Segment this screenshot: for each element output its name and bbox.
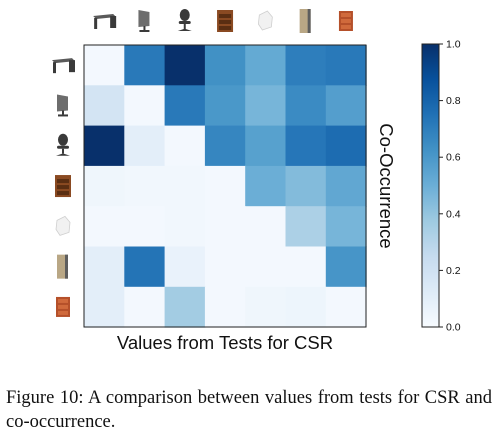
monitor-icon xyxy=(138,10,150,32)
row-icons xyxy=(52,58,75,317)
heatmap-cell-r6-c6 xyxy=(325,286,367,328)
heatmap-cell-r4-c2 xyxy=(164,206,206,248)
heatmap-cell-r0-c6 xyxy=(325,45,367,86)
colorbar-tick-label: 0.2 xyxy=(446,265,461,277)
heatmap-cell-r5-c3 xyxy=(204,246,246,288)
heatmap-cell-r0-c3 xyxy=(204,45,246,86)
heatmap-cell-r6-c4 xyxy=(245,286,287,328)
heatmap-cell-r5-c2 xyxy=(164,246,206,288)
heatmap-cell-r3-c3 xyxy=(204,165,246,207)
heatmap-cell-r0-c1 xyxy=(124,45,166,86)
heatmap-figure: Values from Tests for CSR Co-Occurrence … xyxy=(52,9,461,353)
heatmap-cell-r4-c3 xyxy=(204,206,246,248)
heatmap-cell-r1-c5 xyxy=(285,85,327,127)
heatmap-cell-r1-c0 xyxy=(84,85,125,127)
office-chair-icon xyxy=(56,133,70,156)
colorbar-ticks: 0.0 0.2 0.4 0.6 0.8 1.0 xyxy=(439,39,461,334)
heatmap-cell-r6-c5 xyxy=(285,286,327,328)
colorbar-tick-label: 1.0 xyxy=(446,39,461,51)
heatmap-cell-r5-c1 xyxy=(124,246,166,288)
figure-caption: Figure 10: A comparison between values f… xyxy=(6,388,492,432)
bookshelf-icon xyxy=(217,10,234,32)
colorbar-tick-label: 0.8 xyxy=(446,95,461,107)
colorbar-tick-label: 0.0 xyxy=(446,322,461,334)
heatmap-cell-r1-c6 xyxy=(325,85,367,127)
heatmap-cell-r6-c3 xyxy=(204,286,246,328)
heatmap-cell-r4-c4 xyxy=(245,206,287,248)
heatmap-cells xyxy=(84,45,367,328)
tall-cabinet-icon xyxy=(299,9,311,33)
heatmap-cell-r1-c1 xyxy=(124,85,166,127)
heatmap-cell-r6-c1 xyxy=(124,286,166,328)
heatmap-cell-r1-c2 xyxy=(164,85,206,127)
colorbar-tick-label: 0.4 xyxy=(446,208,461,220)
colorbar-tick-label: 0.6 xyxy=(446,152,461,164)
heatmap-cell-r3-c6 xyxy=(325,165,367,207)
monitor-icon xyxy=(57,94,68,117)
tall-cabinet-icon xyxy=(57,254,68,279)
heatmap-cell-r3-c2 xyxy=(164,165,206,207)
heatmap-cell-r2-c6 xyxy=(325,125,367,167)
heatmap-cell-r4-c5 xyxy=(285,206,327,248)
heatmap-cell-r2-c1 xyxy=(124,125,166,167)
heatmap-cell-r3-c4 xyxy=(245,165,287,207)
heatmap-cell-r3-c0 xyxy=(84,165,125,207)
x-axis-label: Values from Tests for CSR xyxy=(117,332,333,353)
column-icons xyxy=(93,9,353,33)
heatmap-cell-r5-c5 xyxy=(285,246,327,288)
lamp-icon xyxy=(55,215,71,236)
desk-icon xyxy=(93,14,117,29)
heatmap-cell-r4-c6 xyxy=(325,206,367,248)
heatmap-cell-r5-c4 xyxy=(245,246,287,288)
y-axis-label: Co-Occurrence xyxy=(376,123,397,248)
bookshelf-icon xyxy=(55,175,71,198)
heatmap-cell-r2-c4 xyxy=(245,125,287,167)
heatmap-cell-r5-c0 xyxy=(84,246,125,288)
drawer-cabinet-icon xyxy=(56,296,70,317)
heatmap-cell-r2-c2 xyxy=(164,125,206,167)
lamp-icon xyxy=(257,10,273,31)
heatmap-cell-r0-c2 xyxy=(164,45,206,86)
heatmap-cell-r2-c5 xyxy=(285,125,327,167)
heatmap-cell-r5-c6 xyxy=(325,246,367,288)
heatmap-cell-r6-c2 xyxy=(164,286,206,328)
heatmap-cell-r3-c5 xyxy=(285,165,327,207)
heatmap-cell-r0-c0 xyxy=(84,45,125,86)
heatmap-cell-r4-c0 xyxy=(84,206,125,248)
heatmap-cell-r0-c4 xyxy=(245,45,287,86)
heatmap-cell-r1-c3 xyxy=(204,85,246,127)
office-chair-icon xyxy=(177,9,192,31)
drawer-cabinet-icon xyxy=(338,11,353,31)
heatmap-cell-r1-c4 xyxy=(245,85,287,127)
heatmap-cell-r0-c5 xyxy=(285,45,327,86)
heatmap-cell-r3-c1 xyxy=(124,165,166,207)
heatmap-cell-r4-c1 xyxy=(124,206,166,248)
heatmap-frame xyxy=(83,44,367,328)
heatmap-cell-r2-c0 xyxy=(84,125,125,167)
colorbar xyxy=(421,43,440,328)
desk-icon xyxy=(52,58,75,74)
heatmap-cell-r2-c3 xyxy=(204,125,246,167)
heatmap-cell-r6-c0 xyxy=(84,286,125,328)
